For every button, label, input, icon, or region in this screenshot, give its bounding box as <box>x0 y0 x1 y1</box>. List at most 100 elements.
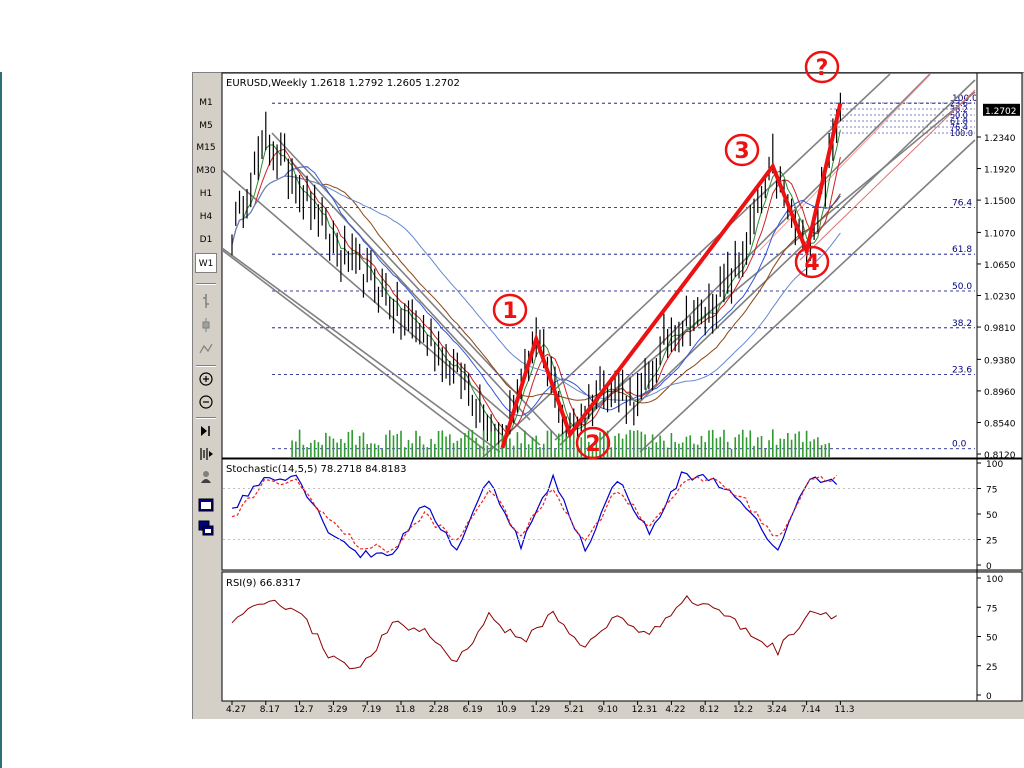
wave-label-circle <box>794 245 830 279</box>
oscillator-tick-label: 100 <box>986 575 1003 585</box>
date-tick-label: 12.2 <box>733 705 753 715</box>
fib-level-label: 100.0 <box>952 94 978 104</box>
oscillator-tick-label: 50 <box>986 511 998 521</box>
timeframe-d1-button[interactable]: D1 <box>199 235 213 245</box>
timeframe-m1-button[interactable]: M1 <box>199 98 213 108</box>
channel-line <box>599 79 976 441</box>
price-tick-label: 1.1500 <box>984 197 1016 207</box>
fib-level-label: 38.2 <box>952 319 972 329</box>
oscillator-tick-label: 50 <box>986 634 998 644</box>
price-tick-label: 1.1070 <box>984 229 1016 239</box>
fib-level-label: 0.0 <box>952 440 967 450</box>
tile-windows-icon[interactable] <box>198 520 214 536</box>
wave-label-circle <box>724 133 760 167</box>
toolbar-separator <box>196 365 216 367</box>
oscillator-tick-label: 25 <box>986 663 997 673</box>
stochastic-axis: 100 75 50 25 0 <box>977 460 1003 572</box>
moving-average-line <box>231 175 841 404</box>
timeframe-w1-button[interactable]: W1 <box>195 253 217 273</box>
trend-guide-line <box>799 89 976 261</box>
current-price-label: 1.2702 <box>985 107 1017 117</box>
chart-shift-icon[interactable] <box>198 446 214 462</box>
date-tick-label: 12.31 <box>632 705 658 715</box>
date-tick-label: 12.7 <box>294 705 314 715</box>
toolbar-separator <box>196 417 216 419</box>
trend-guide-line <box>759 74 931 251</box>
date-tick-label: 6.19 <box>463 705 483 715</box>
rsi-panel <box>221 571 1023 702</box>
candlestick-icon[interactable] <box>198 317 214 333</box>
date-tick-label: 9.10 <box>598 705 618 715</box>
oscillator-line <box>231 595 837 670</box>
date-tick-label: 5.21 <box>564 705 584 715</box>
wave-label: 2 <box>585 432 600 457</box>
elliott-wave-path <box>500 102 843 449</box>
moving-average-line <box>231 175 841 401</box>
channel-line <box>223 249 486 451</box>
date-tick-label: 7.19 <box>361 705 381 715</box>
channel-line <box>559 74 931 446</box>
price-tick-label: 0.8120 <box>984 451 1016 461</box>
date-axis: 4.27 8.17 12.7 3.29 7.19 11.8 2.28 6.19 10.9 1.29… <box>226 701 854 715</box>
oscillator-line <box>231 471 838 559</box>
date-tick-label: 10.9 <box>496 705 516 715</box>
main-panel-header: EURUSD,Weekly 1.2618 1.2792 1.2605 1.270… <box>226 78 460 89</box>
channel-line <box>554 91 976 441</box>
price-tick-label: 1.2340 <box>984 134 1016 144</box>
date-tick-label: 4.22 <box>665 705 685 715</box>
fib-level-label: 50.0 <box>950 111 968 120</box>
auto-scroll-icon[interactable] <box>198 423 214 439</box>
date-tick-label: 3.29 <box>327 705 347 715</box>
timeframe-m30-button[interactable]: M30 <box>196 166 216 176</box>
bar-chart-icon[interactable] <box>198 293 214 309</box>
fib-level-label: 100.0 <box>950 129 973 138</box>
fib-level-label: 76.4 <box>950 123 968 132</box>
wave-label-circle <box>575 426 611 460</box>
main-chart-group: 100.076.461.850.038.223.60.023.638.250.0… <box>223 74 978 457</box>
date-tick-label: 4.27 <box>226 705 246 715</box>
expert-advisor-icon[interactable] <box>198 469 214 485</box>
price-tick-label: 0.9380 <box>984 356 1016 366</box>
date-tick-label: 11.8 <box>395 705 415 715</box>
timeframe-m5-button[interactable]: M5 <box>199 121 213 131</box>
zoom-in-icon[interactable] <box>198 371 214 387</box>
price-tick-label: 1.1920 <box>984 166 1016 176</box>
fib-level-label: 61.8 <box>952 245 972 255</box>
stochastic-panel-header: Stochastic(14,5,5) 78.2718 84.8183 <box>226 464 406 475</box>
moving-average-line <box>231 166 841 417</box>
price-axis: 1.2340 1.1920 1.1500 1.1070 1.0650 1.0230 0.98… <box>977 103 1020 461</box>
wave-label-circle <box>492 293 528 327</box>
wave-label-circle <box>804 50 840 84</box>
toolbar-separator <box>196 283 216 285</box>
stochastic-panel <box>221 458 1023 571</box>
line-chart-icon[interactable] <box>198 341 214 357</box>
price-tick-label: 1.0230 <box>984 293 1016 303</box>
price-tick-label: 1.0650 <box>984 261 1016 271</box>
rsi-axis: 100 75 50 25 0 <box>977 575 1003 702</box>
date-tick-label: 1.29 <box>530 705 550 715</box>
current-price-badge <box>983 103 1020 116</box>
timeframe-m15-button[interactable]: M15 <box>196 143 216 153</box>
zoom-out-icon[interactable] <box>198 394 214 410</box>
fib-level-label: 76.4 <box>952 199 972 209</box>
fib-level-label: 61.8 <box>950 117 968 126</box>
channel-line <box>223 169 541 446</box>
oscillator-tick-label: 75 <box>986 604 997 614</box>
left-toolbar: M1 M5 M15 M30 H1 H4 D1 W1 <box>193 73 219 718</box>
fib-level-label: 50.0 <box>952 282 972 292</box>
date-tick-label: 8.12 <box>699 705 719 715</box>
channel-line <box>639 139 976 453</box>
period-window-icon[interactable] <box>198 497 214 513</box>
wave-label: ? <box>816 56 829 81</box>
channel-line <box>482 74 891 457</box>
oscillator-line <box>231 474 838 553</box>
window-left-edge <box>0 72 2 768</box>
timeframe-h1-button[interactable]: H1 <box>199 189 213 199</box>
rsi-chart-group <box>231 595 837 670</box>
oscillator-tick-label: 75 <box>986 486 997 496</box>
fib-level-label: 23.6 <box>950 99 968 108</box>
oscillator-tick-label: 0 <box>986 562 992 572</box>
timeframe-h4-button[interactable]: H4 <box>199 212 213 222</box>
channel-line <box>223 247 501 453</box>
